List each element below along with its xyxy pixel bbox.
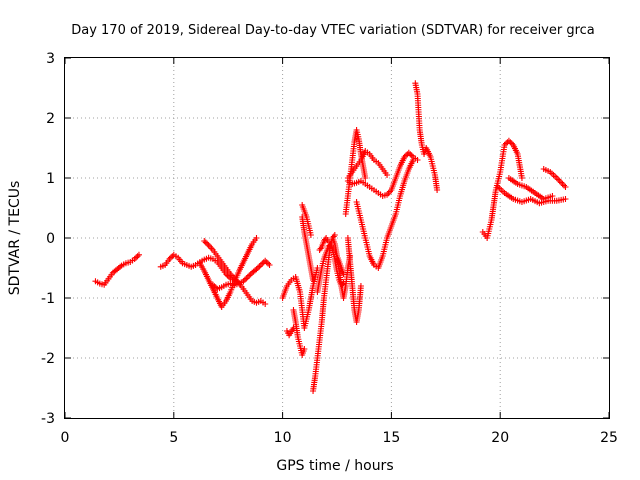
data-point (204, 240, 211, 247)
y-tick-label: -1 (41, 291, 55, 307)
y-tick-label: -3 (41, 411, 55, 427)
data-point (134, 253, 141, 260)
series-s05 (209, 257, 273, 292)
data-point (556, 178, 563, 184)
series-s21 (479, 137, 525, 241)
x-axis-label: GPS time / hours (276, 458, 393, 474)
data-point (555, 176, 562, 183)
series-s10 (299, 202, 314, 238)
plot-frame (64, 57, 610, 419)
y-axis-ticks: -3 -2 -1 0 1 2 3 (41, 51, 609, 427)
data-point (256, 263, 263, 270)
data-point (562, 196, 569, 202)
data-point (301, 346, 308, 352)
data-point (558, 179, 565, 186)
series-s18 (344, 149, 421, 199)
series-s08 (290, 307, 308, 358)
data-point (559, 181, 566, 187)
y-axis-label: SDTVAR / TECUs (7, 181, 23, 296)
data-point (561, 182, 568, 189)
series-s15 (344, 235, 364, 325)
data-point (135, 251, 142, 258)
data-point (405, 149, 412, 156)
series-s01 (92, 251, 142, 288)
data-point (167, 254, 174, 261)
series-s22 (495, 184, 569, 207)
data-point (133, 254, 140, 261)
x-tick-label: 25 (600, 430, 618, 446)
x-axis-ticks: 0 5 10 15 20 25 (61, 58, 618, 446)
data-point (505, 137, 512, 144)
data-point (507, 139, 514, 146)
data-point (410, 157, 417, 163)
data-point (244, 274, 251, 280)
data-point (340, 271, 347, 277)
series-s17 (344, 148, 391, 181)
data-point (246, 272, 253, 279)
series-s20 (412, 80, 441, 193)
data-point (259, 260, 266, 267)
series-s23 (505, 175, 556, 202)
data-point (357, 283, 364, 289)
data-point (243, 275, 250, 282)
series-s02 (157, 251, 243, 286)
series-s19 (353, 157, 417, 271)
data-point (262, 257, 269, 264)
data-point (201, 238, 208, 244)
y-tick-label: 0 (46, 231, 55, 247)
data-point (263, 259, 270, 266)
series-s04 (201, 238, 269, 307)
series-s06 (279, 265, 321, 331)
series-s16 (342, 127, 369, 217)
data-point (307, 232, 314, 238)
y-tick-label: 2 (46, 111, 55, 127)
data-point (257, 262, 264, 268)
data-points (92, 80, 569, 394)
data-point (562, 184, 569, 190)
y-tick-label: -2 (41, 351, 55, 367)
data-point (408, 152, 415, 159)
series-s07 (283, 325, 297, 339)
series-s03 (196, 235, 260, 310)
x-tick-label: 5 (169, 430, 178, 446)
data-point (518, 175, 525, 181)
data-point (266, 262, 273, 268)
x-tick-label: 10 (274, 430, 292, 446)
x-tick-label: 15 (382, 430, 400, 446)
chart-title: Day 170 of 2019, Sidereal Day-to-day VTE… (71, 23, 595, 38)
data-point (253, 235, 260, 241)
y-tick-label: 3 (46, 51, 55, 67)
data-point (384, 172, 391, 178)
x-tick-label: 0 (61, 430, 70, 446)
series-s24 (540, 166, 569, 190)
data-point (262, 301, 269, 307)
data-point (202, 239, 209, 246)
data-point (310, 277, 317, 283)
grid-lines (65, 58, 609, 418)
y-tick-label: 1 (46, 171, 55, 187)
data-point (407, 151, 414, 158)
data-point (265, 260, 272, 267)
data-point (549, 193, 556, 199)
data-point (362, 175, 369, 181)
data-point (434, 187, 441, 193)
x-tick-label: 20 (491, 430, 509, 446)
